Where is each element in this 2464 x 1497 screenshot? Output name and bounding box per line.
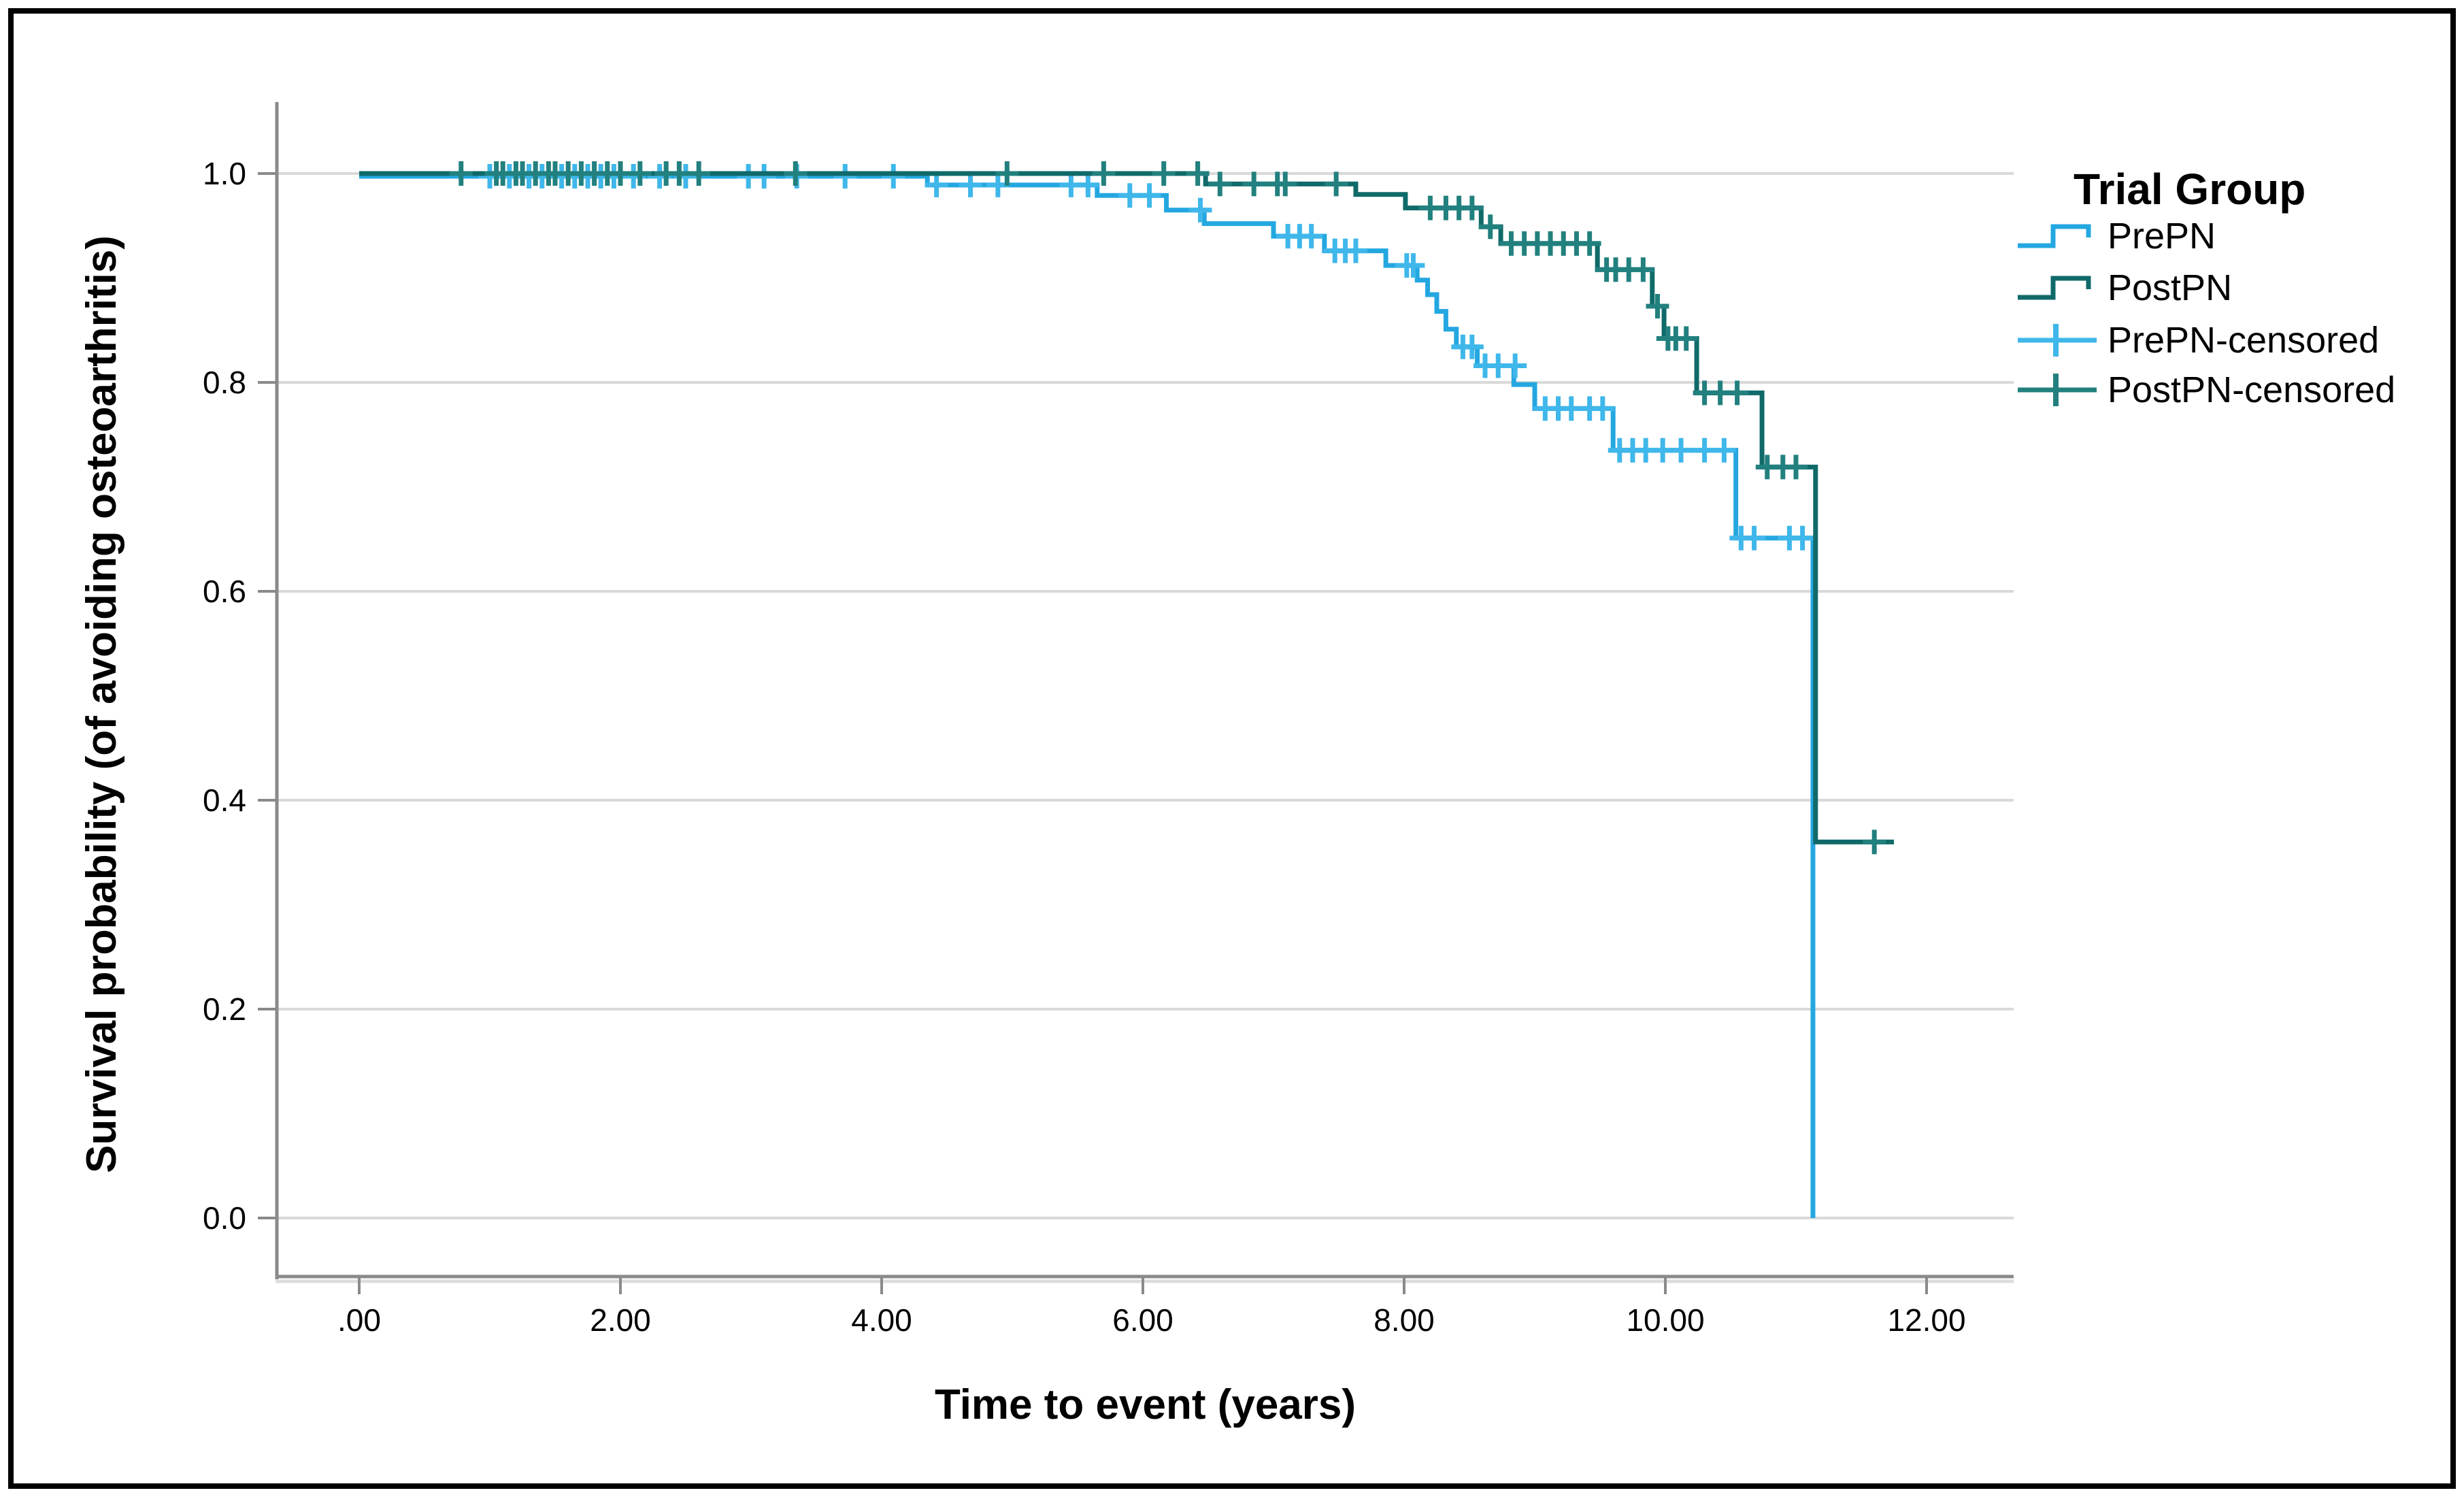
legend-glyph-step <box>2018 224 2091 248</box>
y-tick-label: 0.6 <box>203 574 246 609</box>
x-tick-label: 4.00 <box>851 1302 912 1338</box>
legend-title: Trial Group <box>2074 165 2305 214</box>
axis-labels: 1.0 0.8 0.6 0.4 0.2 0.0 .00 2.00 4.00 6.00 8.00 10.… <box>78 156 1966 1428</box>
figure-border <box>8 8 2456 1489</box>
y-tick-label: 0.4 <box>203 783 246 818</box>
series-group <box>359 161 1894 1218</box>
x-tick-label: 12.00 <box>1887 1302 1965 1338</box>
legend-glyph-step <box>2018 276 2091 300</box>
y-tick-label: 0.8 <box>203 365 246 400</box>
y-axis-title: Survival probability (of avoiding osteoa… <box>78 235 125 1173</box>
series-curve-postpn <box>359 171 1894 844</box>
x-tick-label: 10.00 <box>1626 1302 1704 1338</box>
legend-label: PostPN-censored <box>2108 369 2395 410</box>
legend-label: PrePN-censored <box>2108 320 2379 361</box>
x-tick-label: 8.00 <box>1373 1302 1435 1338</box>
x-axis-title: Time to event (years) <box>935 1381 1356 1428</box>
censor-marks-postpn <box>449 161 1886 855</box>
x-tick-label: 6.00 <box>1112 1302 1173 1338</box>
x-tick-label: .00 <box>337 1302 381 1338</box>
legend-label: PrePN <box>2108 216 2216 257</box>
legend-label: PostPN <box>2108 267 2232 308</box>
axes <box>258 102 2014 1294</box>
y-tick-label: 1.0 <box>203 156 246 191</box>
y-tick-label: 0.2 <box>203 991 246 1027</box>
x-tick-label: 2.00 <box>590 1302 651 1338</box>
y-tick-label: 0.0 <box>203 1200 246 1236</box>
